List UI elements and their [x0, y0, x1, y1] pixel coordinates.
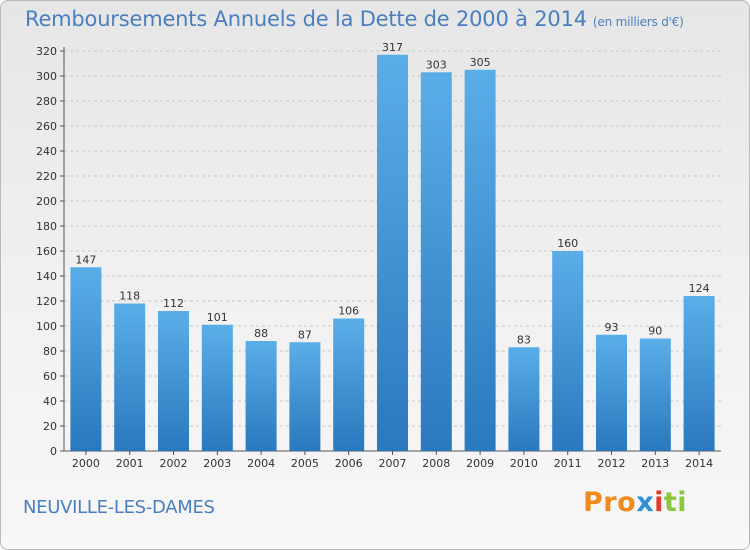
y-tick-label: 180	[36, 220, 57, 233]
bar	[639, 338, 671, 451]
bar	[114, 303, 146, 451]
data-label: 101	[207, 311, 228, 324]
y-tick-label: 100	[36, 320, 57, 333]
data-label: 106	[338, 305, 359, 318]
data-label: 147	[75, 253, 96, 266]
x-tick-label: 2006	[335, 457, 363, 470]
data-label: 303	[426, 58, 447, 71]
y-tick-label: 140	[36, 270, 57, 283]
bar	[552, 251, 584, 451]
x-tick-label: 2008	[422, 457, 450, 470]
logo-letter: i	[677, 487, 688, 518]
y-tick-label: 260	[36, 120, 57, 133]
y-tick-label: 220	[36, 170, 57, 183]
x-tick-label: 2012	[598, 457, 626, 470]
y-tick-label: 120	[36, 295, 57, 308]
logo-letter: x	[636, 487, 655, 518]
x-tick-label: 2010	[510, 457, 538, 470]
data-label: 118	[119, 290, 140, 303]
x-tick-label: 2003	[203, 457, 231, 470]
logo-letter: r	[603, 487, 618, 518]
x-tick-label: 2000	[72, 457, 100, 470]
bar	[245, 341, 277, 451]
x-tick-label: 2007	[379, 457, 407, 470]
bar	[420, 72, 452, 451]
y-tick-label: 280	[36, 95, 57, 108]
data-label: 305	[470, 56, 491, 69]
bar	[333, 318, 365, 451]
commune-name: NEUVILLE-LES-DAMES	[23, 497, 215, 518]
y-tick-label: 80	[43, 345, 57, 358]
x-tick-label: 2005	[291, 457, 319, 470]
chart-title-text: Remboursements Annuels de la Dette de 20…	[25, 7, 587, 31]
data-label: 93	[605, 321, 619, 334]
y-tick-label: 60	[43, 370, 57, 383]
x-tick-label: 2009	[466, 457, 494, 470]
x-tick-label: 2014	[685, 457, 713, 470]
chart-title: Remboursements Annuels de la Dette de 20…	[25, 7, 684, 31]
data-label: 124	[689, 282, 710, 295]
x-tick-label: 2011	[554, 457, 582, 470]
data-label: 88	[254, 327, 268, 340]
bar	[683, 296, 715, 451]
y-tick-label: 200	[36, 195, 57, 208]
y-tick-label: 160	[36, 245, 57, 258]
y-tick-label: 240	[36, 145, 57, 158]
bar	[201, 324, 233, 451]
bar	[70, 267, 102, 451]
bar	[464, 69, 496, 451]
y-tick-label: 0	[50, 445, 57, 458]
y-tick-label: 300	[36, 70, 57, 83]
bar	[289, 342, 321, 451]
data-label: 112	[163, 297, 184, 310]
x-tick-label: 2004	[247, 457, 275, 470]
bar	[596, 334, 627, 451]
y-tick-label: 320	[36, 45, 57, 58]
logo-letter: t	[663, 487, 678, 518]
data-label: 90	[648, 325, 662, 338]
bar	[508, 347, 540, 451]
data-label: 317	[382, 41, 403, 54]
bar	[377, 54, 408, 451]
data-label: 87	[298, 328, 312, 341]
data-label: 160	[557, 237, 578, 250]
logo-letter: P	[583, 487, 604, 518]
y-tick-label: 20	[43, 420, 57, 433]
logo-letter: o	[617, 487, 637, 518]
x-tick-label: 2013	[641, 457, 669, 470]
proxiti-logo: Proxiti	[583, 487, 687, 518]
data-label: 83	[517, 333, 531, 346]
chart-unit: (en milliers d'€)	[592, 15, 684, 29]
bar	[158, 311, 189, 451]
x-tick-label: 2001	[116, 457, 144, 470]
logo-letter: i	[654, 487, 664, 518]
x-tick-label: 2002	[160, 457, 188, 470]
y-tick-label: 40	[43, 395, 57, 408]
